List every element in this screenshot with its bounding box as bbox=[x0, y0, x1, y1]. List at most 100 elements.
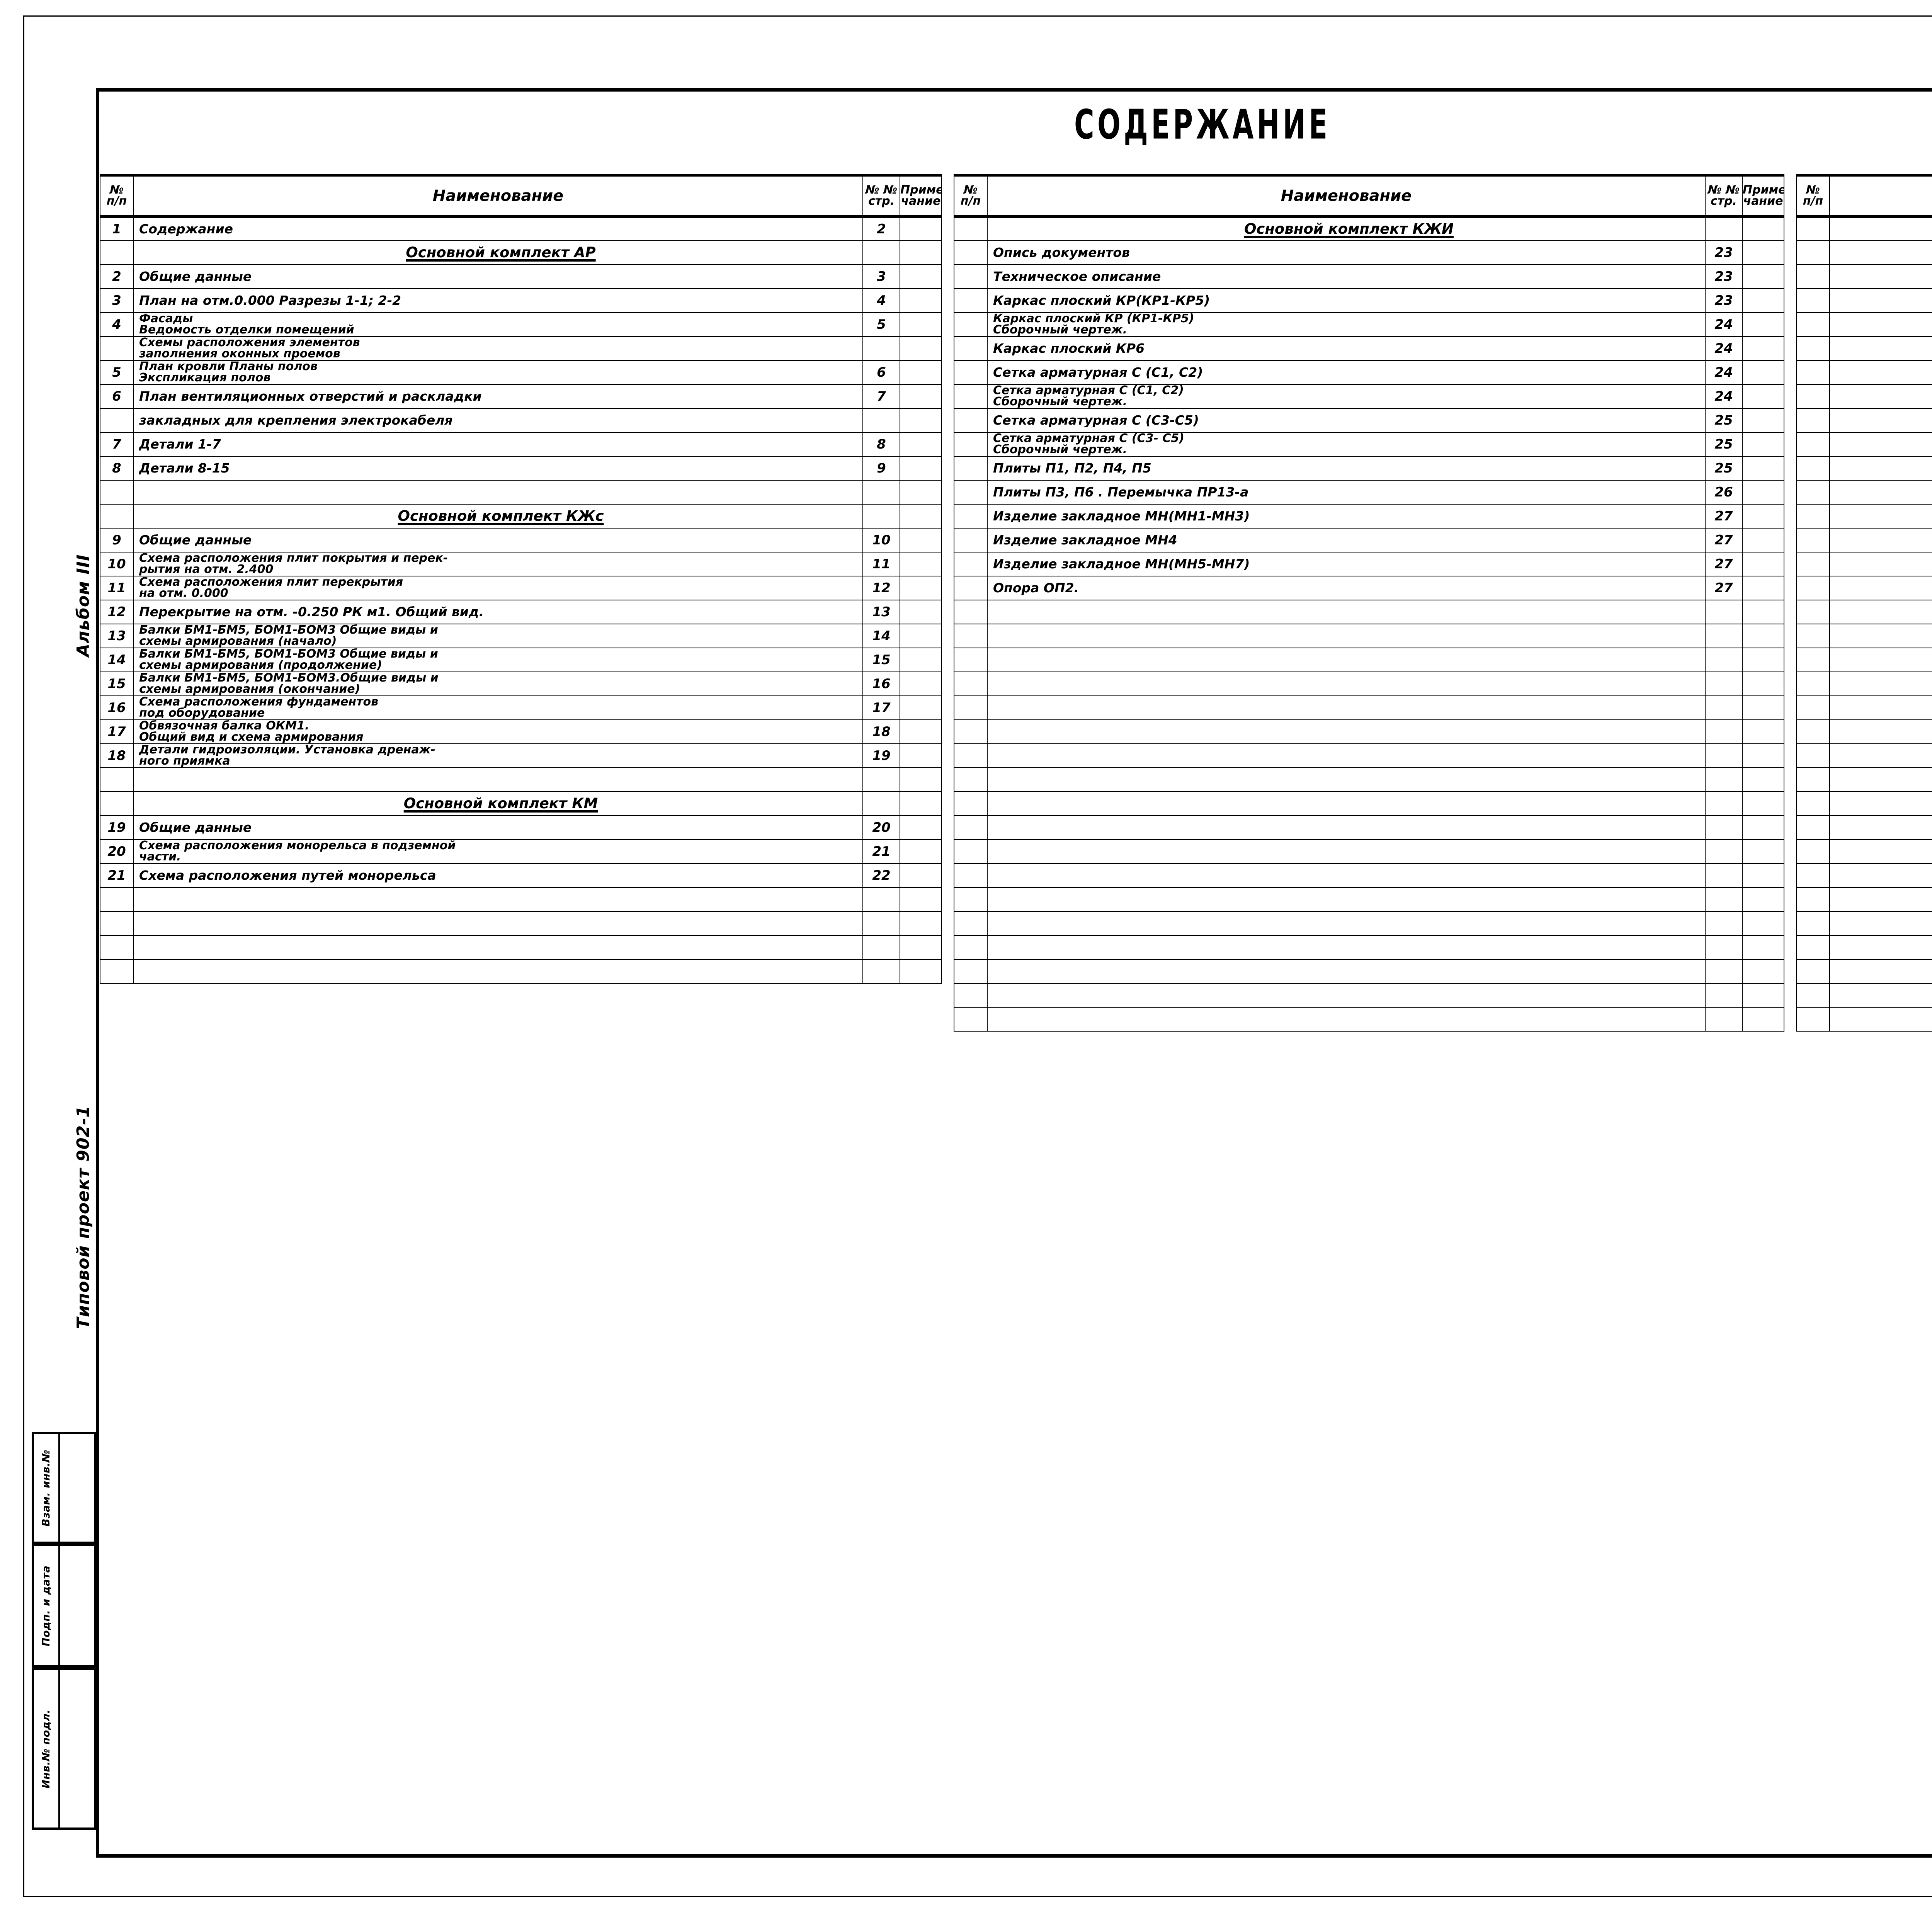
table-row[interactable]: Сетка арматурная С (С3-С5) 25 bbox=[954, 408, 1784, 433]
table-row[interactable] bbox=[1796, 815, 1932, 840]
table-row[interactable] bbox=[1796, 911, 1932, 936]
table-row[interactable] bbox=[1796, 743, 1932, 768]
table-row[interactable]: 1 Содержание 2 bbox=[100, 216, 942, 241]
table-row[interactable] bbox=[954, 887, 1784, 912]
table-row[interactable]: Сетка арматурная С (С1, С2) Сборочный чер… bbox=[954, 384, 1784, 409]
table-row[interactable]: Каркас плоский КР (КР1-КР5) Сборочный чер… bbox=[954, 312, 1784, 337]
table-row[interactable] bbox=[100, 959, 942, 984]
table-row[interactable]: 19 Общие данные 20 bbox=[100, 815, 942, 840]
table-row[interactable]: 9 Общие данные 10 bbox=[100, 527, 942, 552]
table-row[interactable] bbox=[1796, 887, 1932, 912]
table-row[interactable] bbox=[1796, 527, 1932, 552]
table-row[interactable] bbox=[954, 695, 1784, 720]
table-row[interactable] bbox=[1796, 839, 1932, 864]
table-row[interactable]: Изделие закладное МН(МН1-МН3) 27 bbox=[954, 503, 1784, 529]
table-row[interactable] bbox=[1796, 575, 1932, 600]
table-row[interactable] bbox=[1796, 863, 1932, 888]
table-row[interactable] bbox=[954, 719, 1784, 744]
table-row[interactable]: Основной комплект АР bbox=[100, 240, 942, 265]
table-row[interactable] bbox=[100, 479, 942, 505]
table-row[interactable]: Основной комплект КЖс bbox=[100, 503, 942, 529]
table-row[interactable]: Каркас плоский КР6 24 bbox=[954, 336, 1784, 361]
table-row[interactable] bbox=[954, 599, 1784, 624]
table-row[interactable]: 8 Детали 8-15 9 bbox=[100, 456, 942, 481]
table-row[interactable]: Опора ОП2. 27 bbox=[954, 575, 1784, 600]
table-row[interactable] bbox=[1796, 264, 1932, 289]
table-row[interactable] bbox=[100, 911, 942, 936]
table-row[interactable] bbox=[1796, 551, 1932, 576]
table-row[interactable] bbox=[954, 671, 1784, 696]
table-row[interactable] bbox=[1796, 408, 1932, 433]
table-row[interactable] bbox=[954, 935, 1784, 960]
table-row[interactable] bbox=[1796, 791, 1932, 816]
table-row[interactable] bbox=[100, 767, 942, 792]
table-row[interactable] bbox=[954, 983, 1784, 1008]
table-row[interactable] bbox=[954, 791, 1784, 816]
table-row[interactable]: закладных для крепления электрокабеля bbox=[100, 408, 942, 433]
table-row[interactable]: Техническое описание 23 bbox=[954, 264, 1784, 289]
table-row[interactable]: Каркас плоский КР(КР1-КР5) 23 bbox=[954, 288, 1784, 313]
table-row[interactable]: Изделие закладное МН(МН5-МН7) 27 bbox=[954, 551, 1784, 576]
table-row[interactable] bbox=[954, 959, 1784, 984]
table-row[interactable] bbox=[954, 863, 1784, 888]
table-row[interactable] bbox=[1796, 935, 1932, 960]
table-row[interactable] bbox=[1796, 456, 1932, 481]
table-row[interactable] bbox=[954, 743, 1784, 768]
table-row[interactable]: 20 Схема расположения монорельса в подзем… bbox=[100, 839, 942, 864]
table-row[interactable] bbox=[1796, 1006, 1932, 1032]
table-row[interactable]: Опись документов 23 bbox=[954, 240, 1784, 265]
table-row[interactable]: Сетка арматурная С (С1, С2) 24 bbox=[954, 360, 1784, 385]
table-row[interactable]: 18 Детали гидроизоляции. Установка дренаж… bbox=[100, 743, 942, 768]
table-row[interactable] bbox=[954, 623, 1784, 648]
table-row[interactable]: 4 Фасады Ведомость отделки помещений 5 bbox=[100, 312, 942, 337]
table-row[interactable] bbox=[100, 887, 942, 912]
table-row[interactable] bbox=[954, 815, 1784, 840]
table-row[interactable] bbox=[1796, 959, 1932, 984]
table-row[interactable] bbox=[1796, 623, 1932, 648]
table-row[interactable] bbox=[1796, 719, 1932, 744]
table-row[interactable]: Плиты П1, П2, П4, П5 25 bbox=[954, 456, 1784, 481]
table-row[interactable] bbox=[954, 1006, 1784, 1032]
table-row[interactable] bbox=[1796, 695, 1932, 720]
table-row[interactable] bbox=[1796, 312, 1932, 337]
table-row[interactable]: Плиты П3, П6 . Перемычка ПР13-а 26 bbox=[954, 479, 1784, 505]
table-row[interactable]: 21 Схема расположения путей монорельса 22 bbox=[100, 863, 942, 888]
table-row[interactable]: 3 План на отм.0.000 Разрезы 1-1; 2-2 4 bbox=[100, 288, 942, 313]
table-row[interactable] bbox=[1796, 216, 1932, 241]
table-row[interactable] bbox=[1796, 240, 1932, 265]
table-row[interactable]: 7 Детали 1-7 8 bbox=[100, 432, 942, 457]
table-row[interactable]: Основной комплект КМ bbox=[100, 791, 942, 816]
table-row[interactable]: 6 План вентиляционных отверстий и расклад… bbox=[100, 384, 942, 409]
table-row[interactable] bbox=[1796, 503, 1932, 529]
table-row[interactable] bbox=[1796, 432, 1932, 457]
table-row[interactable] bbox=[954, 911, 1784, 936]
table-row[interactable] bbox=[1796, 767, 1932, 792]
table-row[interactable]: Изделие закладное МН4 27 bbox=[954, 527, 1784, 552]
table-row[interactable] bbox=[100, 935, 942, 960]
table-row[interactable] bbox=[1796, 479, 1932, 505]
table-row[interactable] bbox=[1796, 336, 1932, 361]
table-row[interactable] bbox=[1796, 647, 1932, 672]
table-row[interactable] bbox=[954, 647, 1784, 672]
table-row[interactable] bbox=[1796, 288, 1932, 313]
table-row[interactable] bbox=[1796, 384, 1932, 409]
table-row[interactable]: 17 Обвязочная балка ОКМ1. Общий вид и схем… bbox=[100, 719, 942, 744]
table-row[interactable]: Схемы расположения элементов заполнения о… bbox=[100, 336, 942, 361]
table-row[interactable]: 16 Схема расположения фундаментов под обор… bbox=[100, 695, 942, 720]
table-row[interactable] bbox=[954, 767, 1784, 792]
table-row[interactable] bbox=[1796, 983, 1932, 1008]
table-row[interactable]: 2 Общие данные 3 bbox=[100, 264, 942, 289]
table-row[interactable] bbox=[1796, 360, 1932, 385]
table-row[interactable]: 11 Схема расположения плит перекрытия на о… bbox=[100, 575, 942, 600]
table-row[interactable] bbox=[954, 839, 1784, 864]
table-row[interactable]: 5 План кровли Планы полов Экспликация поло… bbox=[100, 360, 942, 385]
table-row[interactable]: 10 Схема расположения плит покрытия и пер… bbox=[100, 551, 942, 576]
table-row[interactable]: Основной комплект КЖИ bbox=[954, 216, 1784, 241]
table-row[interactable]: 12 Перекрытие на отм. -0.250 РК м1. Общий… bbox=[100, 599, 942, 624]
table-row[interactable] bbox=[1796, 671, 1932, 696]
table-row[interactable]: Сетка арматурная С (С3- С5) Сборочный чер… bbox=[954, 432, 1784, 457]
table-row[interactable] bbox=[1796, 599, 1932, 624]
